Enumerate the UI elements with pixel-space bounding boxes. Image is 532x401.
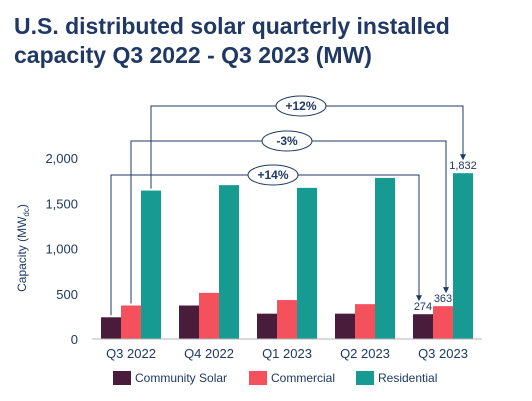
bar-commercial — [121, 305, 141, 339]
bars — [101, 173, 473, 339]
x-tick-label: Q2 2023 — [340, 346, 390, 361]
legend-label: Commercial — [271, 371, 335, 385]
y-tick-label: 1,000 — [45, 242, 78, 257]
y-tick-label: 1,500 — [45, 196, 78, 211]
bar-commercial — [355, 304, 375, 339]
annotation-label: +12% — [285, 99, 316, 113]
x-tick-label: Q1 2023 — [262, 346, 312, 361]
chart-title: U.S. distributed solar quarterly install… — [14, 12, 524, 70]
chart-title-line-2: capacity Q3 2022 - Q3 2023 (MW) — [14, 42, 372, 68]
legend-label: Residential — [378, 371, 437, 385]
bar-community-solar — [101, 317, 121, 339]
annotation-badge — [261, 130, 313, 152]
x-tick-label: Q3 2023 — [418, 346, 468, 361]
annotation-label: +14% — [257, 168, 288, 182]
data-label: 274 — [414, 301, 432, 313]
x-tick-label: Q3 2022 — [106, 346, 156, 361]
legend-swatch — [356, 371, 374, 385]
bar-residential — [141, 190, 161, 339]
bar-community-solar — [335, 313, 355, 339]
y-axis-label: Capacity (MWdc) — [15, 204, 31, 292]
annotation-arrowhead — [416, 295, 422, 302]
y-tick-label: 500 — [56, 287, 78, 302]
annotation-arrowhead — [443, 287, 449, 294]
legend-swatch — [249, 371, 267, 385]
chart-title-line-1: U.S. distributed solar quarterly install… — [14, 13, 450, 39]
x-axis: Q3 2022 Q4 2022 Q1 2023 Q2 2023 Q3 2023 — [92, 338, 482, 361]
y-axis-label-main: Capacity (MW — [15, 216, 29, 292]
annotation-connector — [130, 140, 447, 304]
y-axis-label-end: ) — [15, 204, 29, 208]
bar-residential — [219, 185, 239, 339]
legend-swatch — [113, 371, 131, 385]
annotation-arrowhead — [460, 154, 466, 161]
y-axis-label-subscript: dc — [22, 208, 31, 216]
x-tick-label: Q4 2022 — [184, 346, 234, 361]
bar-community-solar — [413, 314, 433, 339]
annotation-badge — [275, 95, 327, 117]
legend: Community Solar Commercial Residential — [113, 371, 437, 385]
bar-residential — [375, 177, 395, 339]
bar-community-solar — [257, 313, 277, 339]
legend-label: Community Solar — [135, 371, 227, 385]
change-annotations: +12% -3% +14% — [110, 95, 466, 316]
bar-community-solar — [179, 305, 199, 339]
bar-commercial — [199, 292, 219, 339]
bar-commercial — [277, 300, 297, 339]
y-tick-label: 0 — [71, 332, 78, 347]
y-axis: 0 500 1,000 1,500 2,000 — [45, 151, 78, 347]
bar-residential — [297, 187, 317, 339]
annotation-label: -3% — [276, 134, 298, 148]
y-tick-label: 2,000 — [45, 151, 78, 166]
data-label: 1,832 — [449, 160, 477, 172]
bar-residential — [453, 173, 473, 339]
bar-commercial — [433, 306, 453, 339]
data-label: 363 — [434, 293, 452, 305]
annotation-badge — [247, 164, 299, 186]
